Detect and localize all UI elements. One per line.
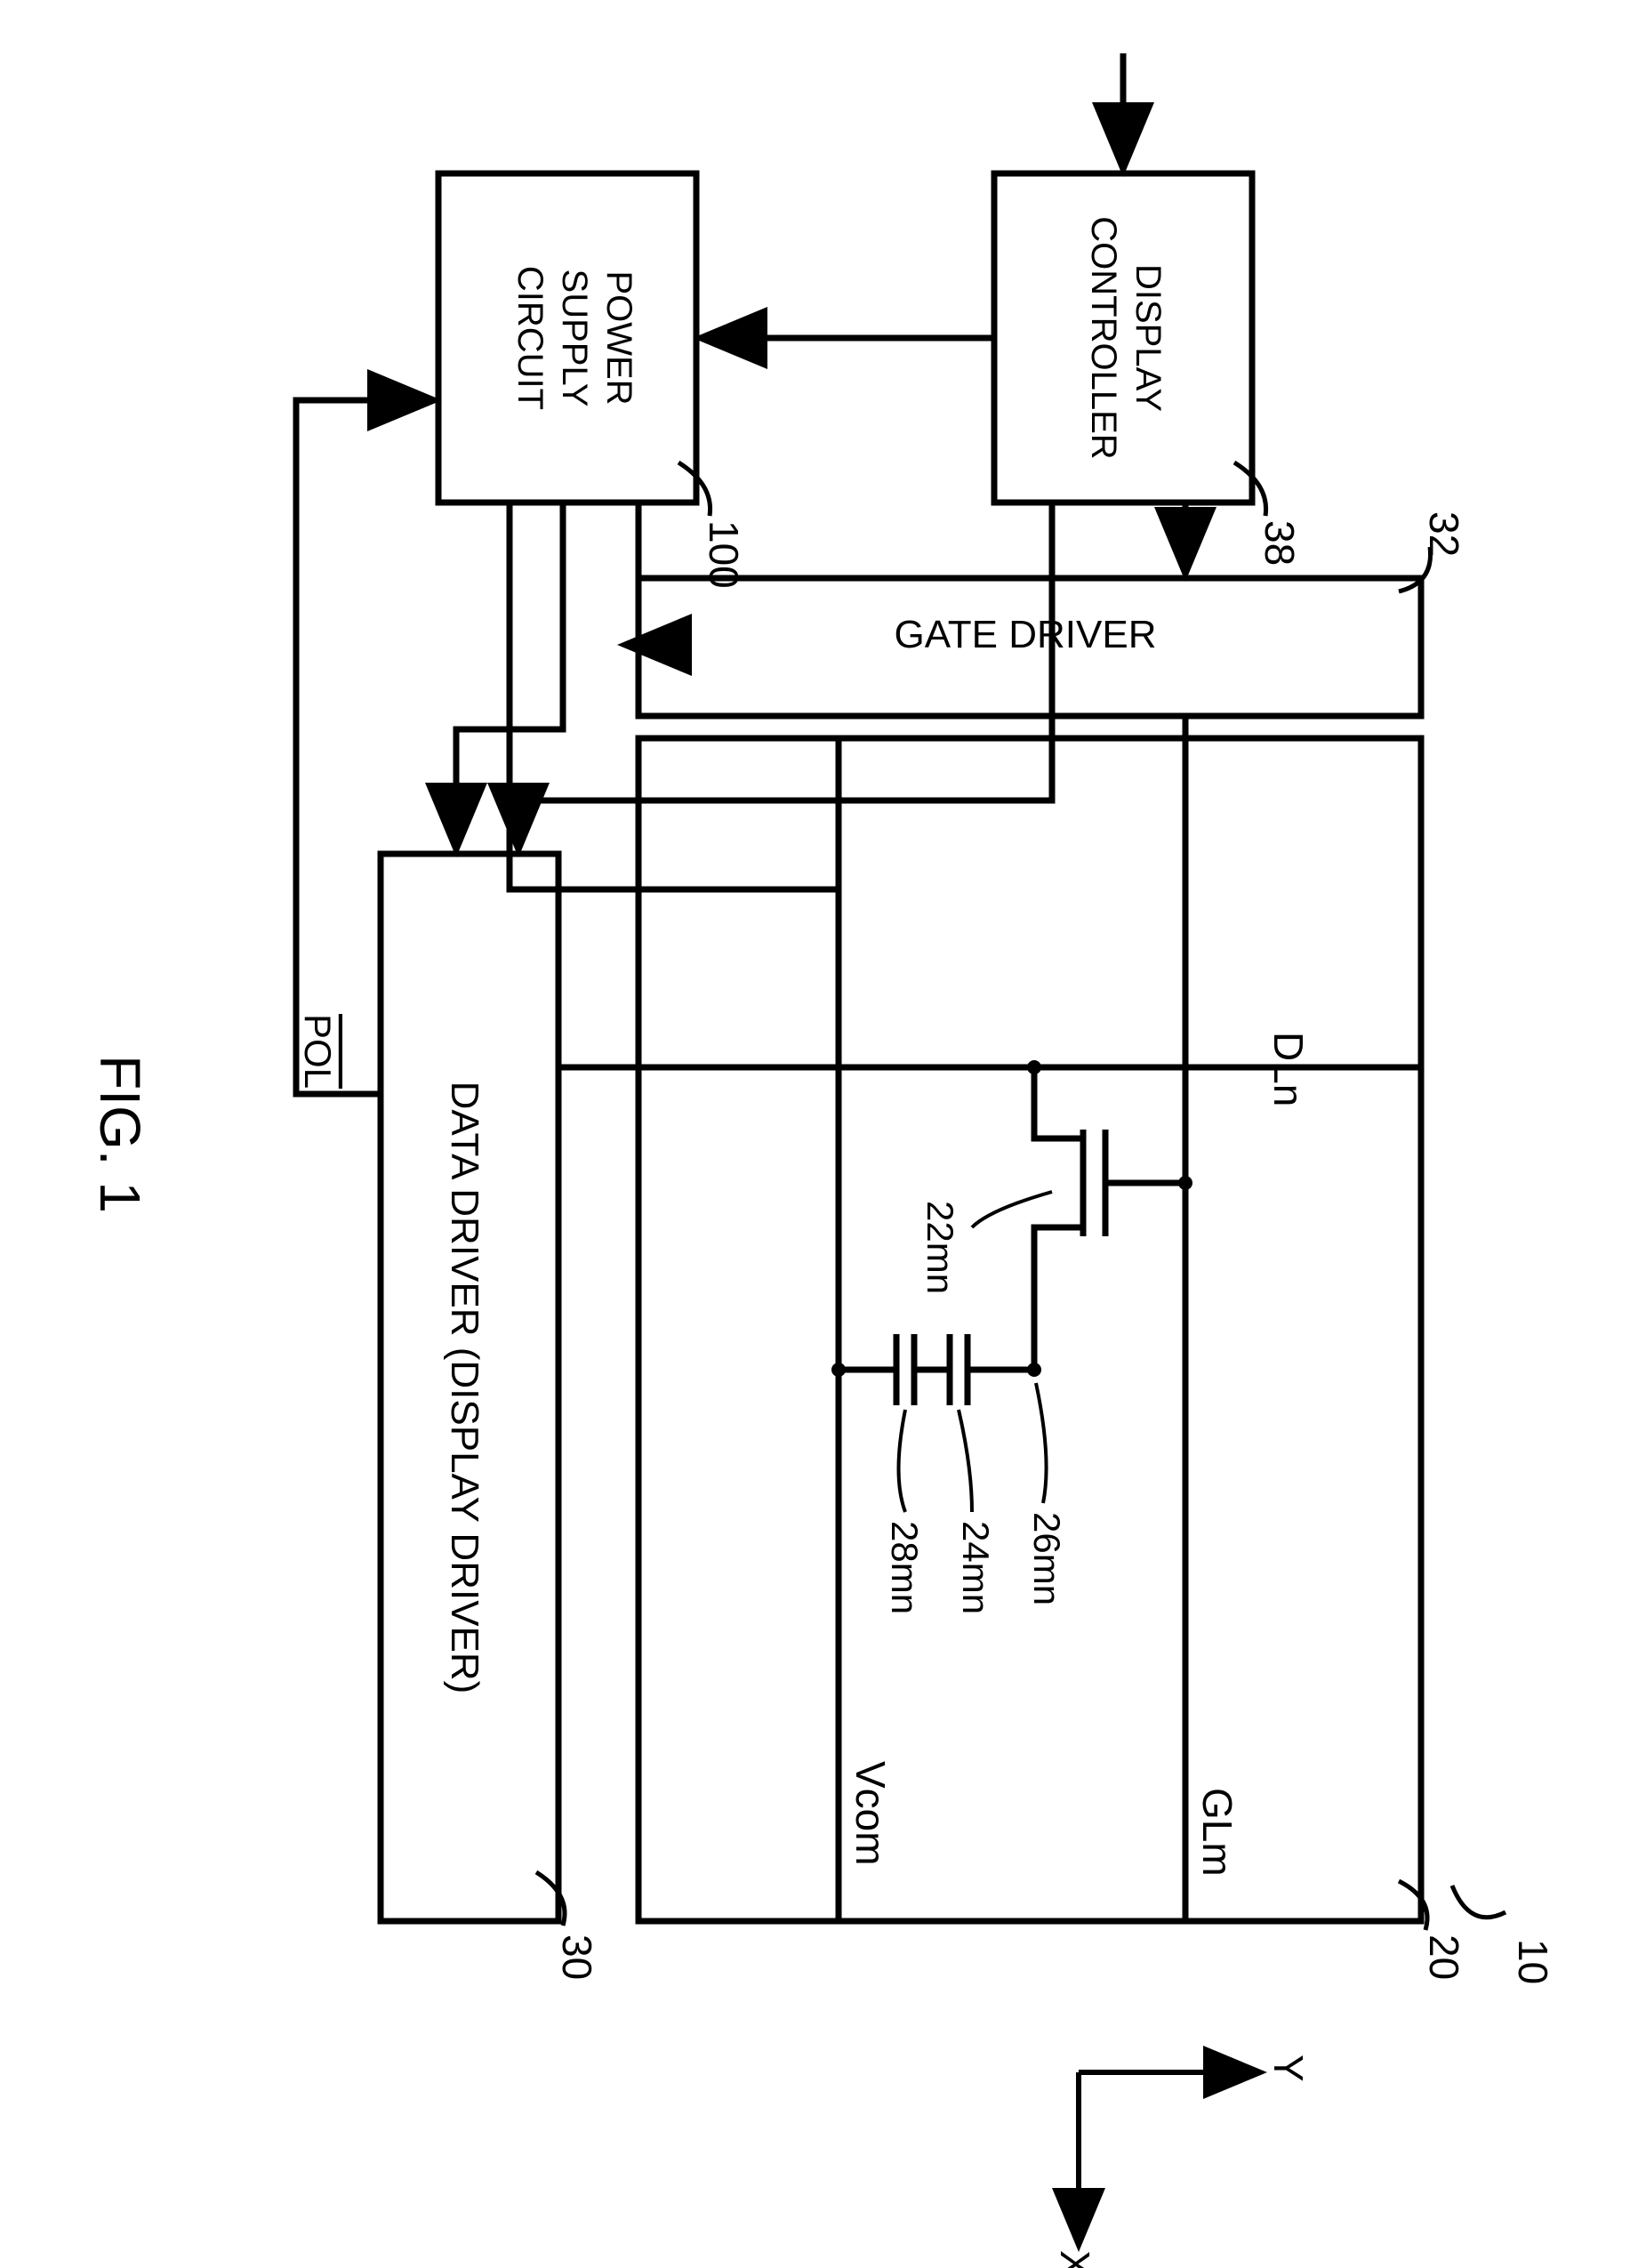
display-controller-text-2: CONTROLLER <box>1084 216 1123 459</box>
ref-26mn: 26mn <box>1026 1512 1068 1605</box>
ref-24mn: 24mn <box>955 1521 997 1614</box>
label-GLm: GLm <box>1194 1788 1241 1877</box>
power-text-2: SUPPLY <box>555 269 594 407</box>
ref-32: 32 <box>1421 511 1467 557</box>
data-driver-text: DATA DRIVER (DISPLAY DRIVER) <box>443 1082 486 1694</box>
ref-30: 30 <box>554 1934 600 1980</box>
ref-22mn: 22mn <box>919 1201 961 1294</box>
gate-driver-text: GATE DRIVER <box>894 613 1156 656</box>
ref-20: 20 <box>1421 1934 1467 1980</box>
figure-caption: FIG. 1 <box>88 1055 152 1213</box>
panel-box <box>638 738 1421 1921</box>
ref-100: 100 <box>701 520 747 589</box>
axis-Y: Y <box>1265 2055 1312 2082</box>
ref-28mn: 28mn <box>884 1521 926 1614</box>
diagram-svg: 10 20 32 30 38 100 DLn GLm Vcom POL 22mn… <box>0 0 1630 2268</box>
power-text-1: POWER <box>599 270 638 405</box>
display-controller-text-1: DISPLAY <box>1128 264 1168 412</box>
diagram-canvas: 10 20 32 30 38 100 DLn GLm Vcom POL 22mn… <box>0 0 1630 2268</box>
label-Vcom: Vcom <box>847 1761 894 1866</box>
power-text-3: CIRCUIT <box>510 266 550 410</box>
ref-10: 10 <box>1510 1939 1556 1984</box>
ref-38: 38 <box>1257 520 1303 566</box>
axis-X: X <box>1052 2250 1098 2268</box>
label-DLn: DLn <box>1265 1032 1312 1106</box>
label-POL: POL <box>297 1014 339 1089</box>
